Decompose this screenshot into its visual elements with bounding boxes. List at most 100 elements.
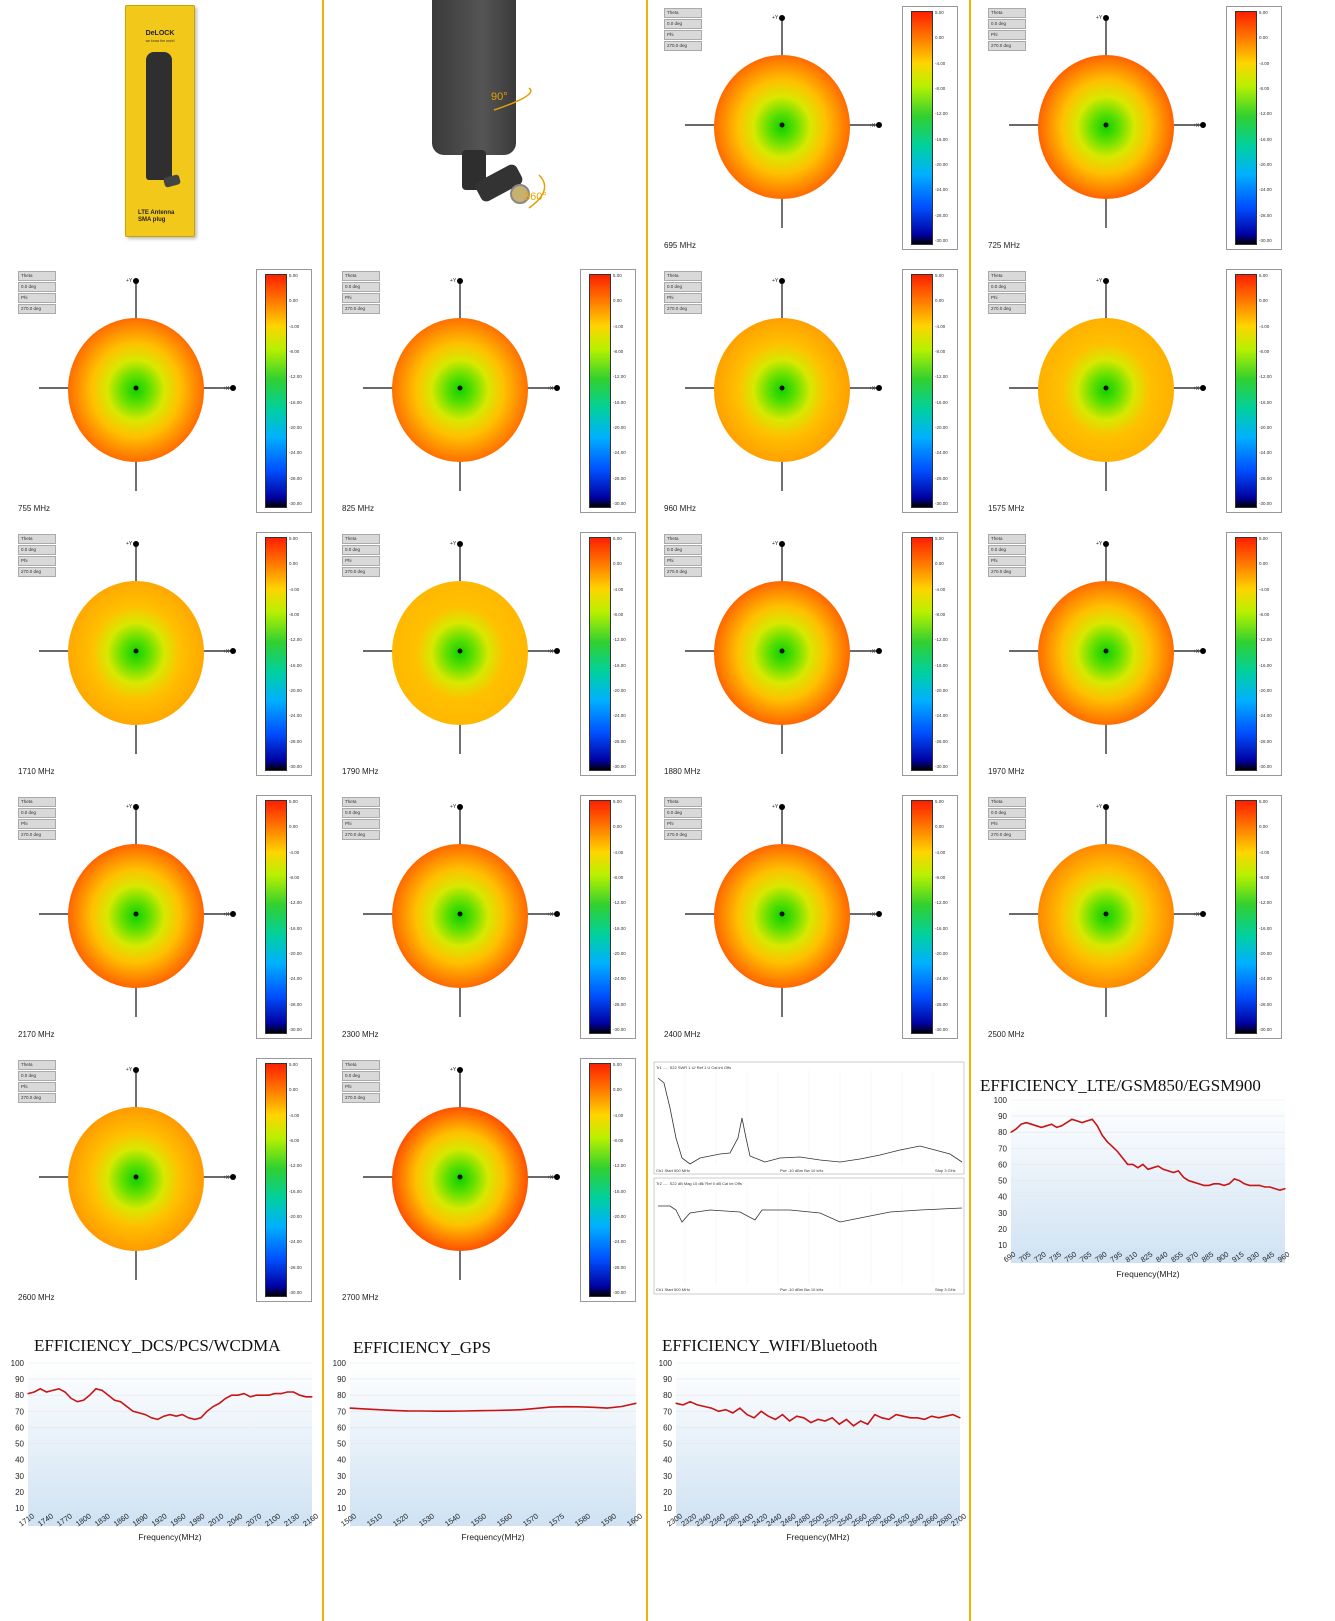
color-scale-gradient xyxy=(265,274,287,508)
color-scale-tick: -4.00 xyxy=(289,323,300,329)
color-scale-tick: -28.00 xyxy=(289,475,302,481)
data-point xyxy=(1233,1178,1235,1180)
pattern-plot: +Y +X xyxy=(39,541,236,754)
y-tick-label: 40 xyxy=(998,1193,1007,1202)
color-scale-tick: -28.00 xyxy=(613,738,626,744)
color-scale-tick: 0.00 xyxy=(613,298,622,304)
chart-title: EFFICIENCY_WIFI/Bluetooth xyxy=(662,1336,878,1355)
data-point xyxy=(774,1418,776,1420)
y-tick-label: 100 xyxy=(11,1359,25,1368)
pattern-plot: +Y +X xyxy=(363,278,560,491)
data-point xyxy=(58,1388,60,1390)
radiation-pattern-cell: Theta 0.0 deg Phi 270.0 deg +Y +X 5.00 0.00 -4.0… xyxy=(4,1052,322,1310)
data-point xyxy=(1015,1128,1017,1130)
y-tick-label: 50 xyxy=(15,1440,24,1449)
data-point xyxy=(675,1402,677,1404)
color-scale-tick: -8.00 xyxy=(935,349,946,354)
data-point xyxy=(1056,1126,1058,1128)
color-scale-gradient xyxy=(1235,274,1257,508)
pattern-info-panel: Theta 0.0 deg Phi 270.0 deg xyxy=(18,1060,56,1104)
color-scale-bar: 5.00 0.00 -4.00 -8.00 -12.00 -16.00 -20.00 -24.… xyxy=(580,532,636,776)
pattern-info-theta-value: 0.0 deg xyxy=(988,545,1026,555)
data-point xyxy=(781,1413,784,1416)
frequency-label: 1790 MHz xyxy=(342,767,379,776)
efficiency-chart-dcs: EFFICIENCY_DCS/PCS/WCDMA 10 20 30 40 50 60 70 8… xyxy=(4,1330,318,1548)
axis-label-x: +X xyxy=(547,386,554,392)
y-tick-label: 20 xyxy=(663,1488,672,1497)
pattern-plot: +Y +X xyxy=(39,278,236,491)
data-point xyxy=(33,1391,35,1393)
color-scale-tick: -12.00 xyxy=(935,637,948,643)
color-scale-gradient xyxy=(589,537,611,771)
y-tick-label: 60 xyxy=(337,1423,346,1432)
y-tick-label: 10 xyxy=(998,1241,1007,1250)
color-scale-tick: -28.00 xyxy=(935,1001,948,1007)
vna-top-footer-mid: Pwr -10 dBm Bw 10 kHz xyxy=(780,1168,823,1173)
axis-label-x: +X xyxy=(547,912,554,918)
data-point xyxy=(1182,1176,1185,1178)
plot-area xyxy=(28,1363,312,1526)
axis-label-y: +Y xyxy=(772,804,779,810)
axis-endpoint-dot xyxy=(1103,15,1109,21)
data-point xyxy=(218,1402,220,1404)
pattern-info-phi-label: Phi xyxy=(664,293,702,303)
axis-label-x: +X xyxy=(869,912,876,918)
data-point xyxy=(1218,1183,1220,1185)
pattern-info-theta-value: 0.0 deg xyxy=(342,282,380,292)
axis-endpoint-dot xyxy=(1103,278,1109,284)
color-scale-tick: -8.00 xyxy=(289,1138,300,1143)
data-point xyxy=(535,1407,537,1410)
color-scale-tick: -4.00 xyxy=(289,586,300,592)
axis-label-y: +Y xyxy=(126,1067,133,1073)
data-point xyxy=(867,1423,869,1425)
data-point xyxy=(1203,1184,1205,1186)
axis-endpoint-dot xyxy=(1103,804,1109,810)
color-scale-tick: -30.00 xyxy=(613,501,626,506)
data-point xyxy=(635,1402,637,1404)
color-scale-bar: 5.00 0.00 -4.00 -8.00 -12.00 -16.00 -20.00 -24.… xyxy=(256,1058,312,1302)
data-point xyxy=(725,1409,727,1411)
data-point xyxy=(760,1410,762,1412)
color-scale-tick: 0.00 xyxy=(1259,561,1268,567)
y-tick-label: 10 xyxy=(15,1504,24,1513)
pattern-plot: +Y +X xyxy=(1009,804,1206,1017)
color-scale-tick: -30.00 xyxy=(1259,238,1272,243)
color-scale-tick: -4.00 xyxy=(1259,849,1270,855)
data-point xyxy=(732,1412,734,1414)
frequency-label: 695 MHz xyxy=(664,241,697,250)
color-scale-tick: -8.00 xyxy=(613,1138,624,1143)
pattern-plot: +Y +X xyxy=(685,541,882,754)
frequency-label: 2170 MHz xyxy=(18,1030,55,1039)
y-tick-label: 50 xyxy=(998,1177,1007,1186)
data-point xyxy=(150,1417,153,1419)
color-scale-tick: -20.00 xyxy=(935,425,948,430)
pattern-info-panel: Theta 0.0 deg Phi 270.0 deg xyxy=(664,271,702,315)
pattern-info-theta-value: 0.0 deg xyxy=(18,282,56,292)
color-scale-tick: -4.00 xyxy=(1259,60,1270,66)
axis-label-y: +Y xyxy=(1096,278,1103,284)
axis-label-y: +Y xyxy=(450,1067,457,1073)
data-point xyxy=(1167,1170,1169,1172)
color-scale-tick: -28.00 xyxy=(613,475,626,481)
pattern-info-theta-label: Theta xyxy=(342,797,380,807)
data-point xyxy=(895,1413,897,1416)
data-point xyxy=(789,1420,791,1422)
origin-dot xyxy=(1103,122,1109,128)
color-scale-tick: -20.00 xyxy=(613,1214,626,1219)
color-scale-tick: -28.00 xyxy=(935,738,948,744)
color-scale-bar: 5.00 0.00 -4.00 -8.00 -12.00 -16.00 -20.00 -24.… xyxy=(902,532,958,776)
data-point xyxy=(592,1406,594,1408)
color-scale-tick: 5.00 xyxy=(935,10,944,15)
pattern-info-phi-label: Phi xyxy=(988,30,1026,40)
data-point xyxy=(746,1413,748,1416)
antenna-body xyxy=(432,0,516,155)
y-tick-label: 80 xyxy=(15,1391,24,1400)
chart-title: EFFICIENCY_GPS xyxy=(353,1338,491,1357)
color-scale-tick: -4.00 xyxy=(613,849,624,855)
color-scale-bar: 5.00 0.00 -4.00 -8.00 -12.00 -16.00 -20.00 -24.… xyxy=(1226,795,1282,1039)
vna-bottom-header: Tr2 ..... S22 dB Mag 10 dB/ Ref 0 dB Cal… xyxy=(656,1181,742,1186)
color-scale-bar: 5.00 0.00 -4.00 -8.00 -12.00 -16.00 -20.00 -24.… xyxy=(902,6,958,250)
color-scale-gradient xyxy=(911,800,933,1034)
pattern-plot: +Y +X xyxy=(1009,15,1206,228)
